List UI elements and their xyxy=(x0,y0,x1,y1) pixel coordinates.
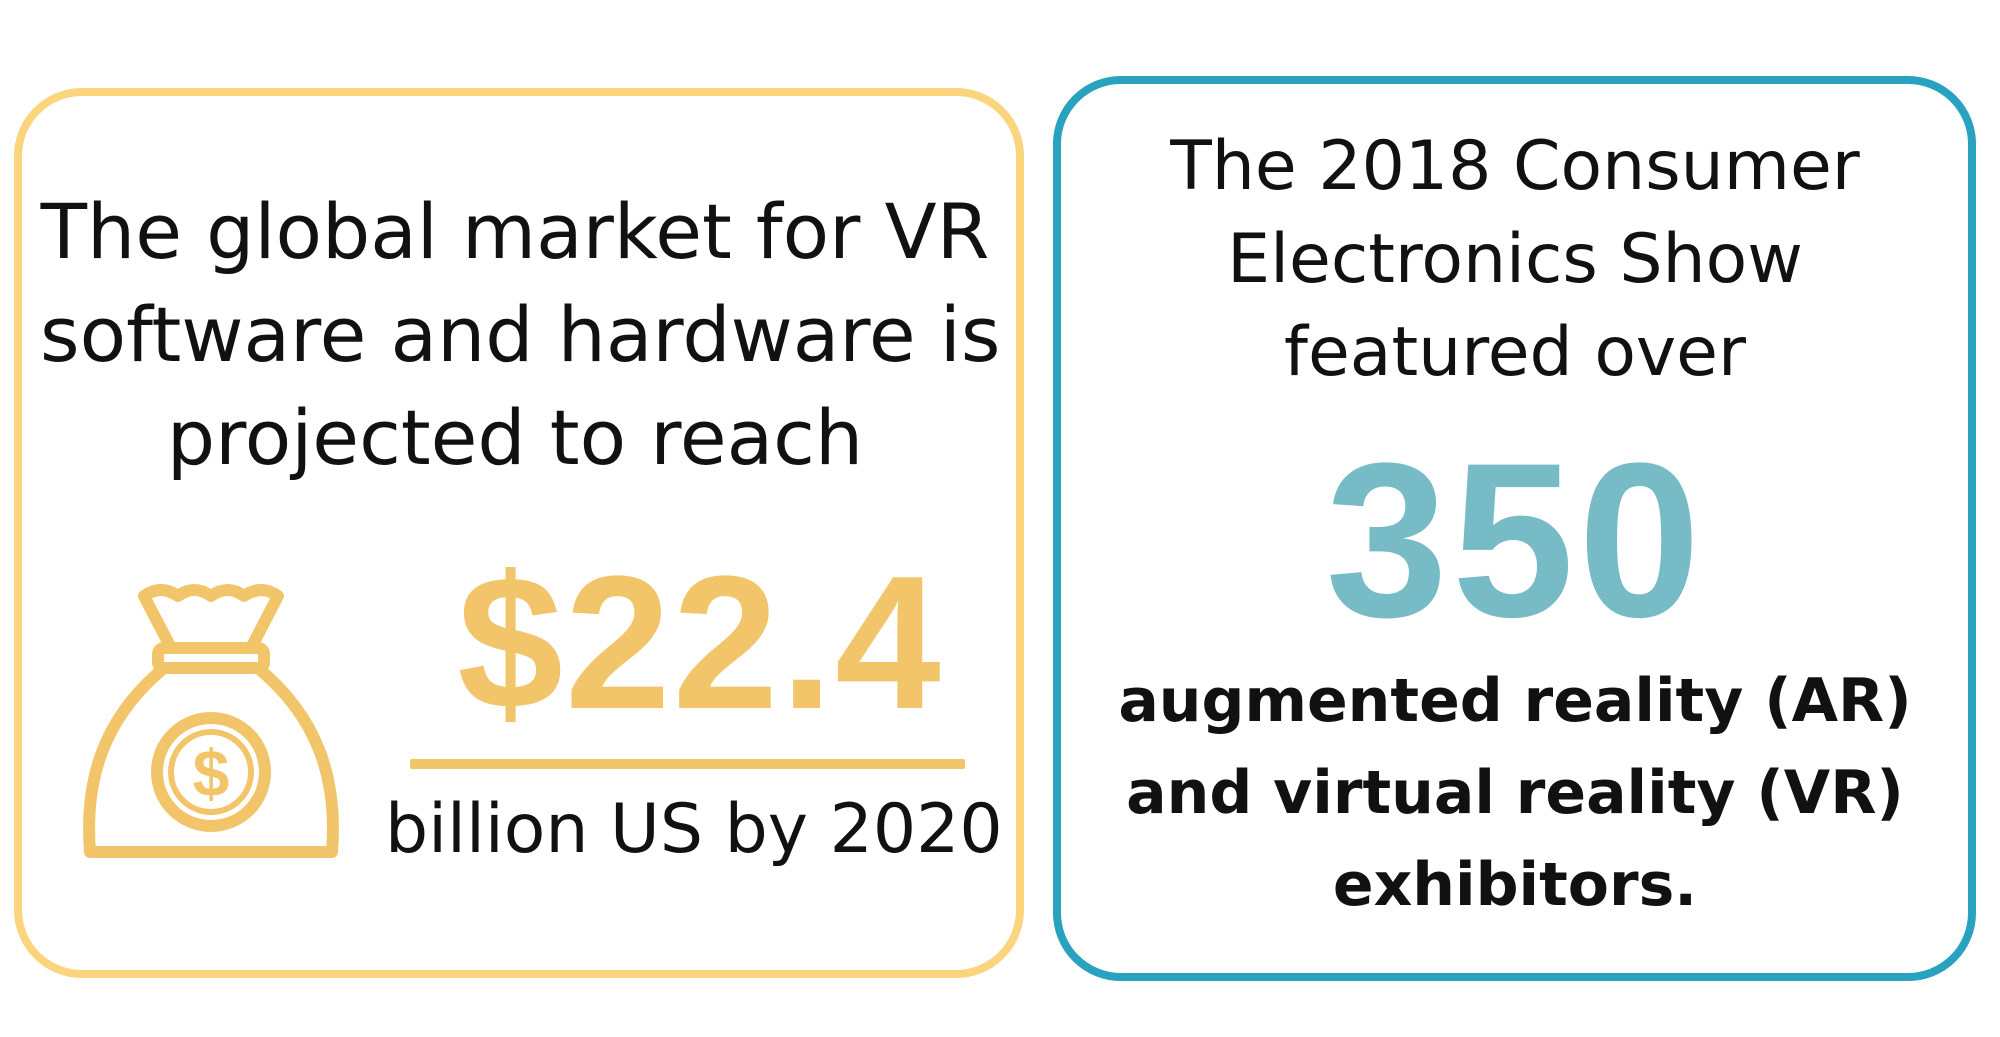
headline-line: The global market for VR xyxy=(40,187,990,276)
ces-exhibitors-card xyxy=(1053,76,1976,981)
vr-market-headline: The global market for VR software and ha… xyxy=(40,180,1001,489)
exhibitor-count-figure: 350 xyxy=(1325,417,1705,663)
market-value-figure: $22.4 xyxy=(457,537,943,749)
headline-line: Electronics Show xyxy=(1227,220,1803,299)
market-value-caption: billion US by 2020 xyxy=(385,790,1003,869)
svg-text:$: $ xyxy=(193,736,230,810)
divider-line xyxy=(410,759,965,769)
body-line: and virtual reality (VR) xyxy=(1126,758,1904,828)
headline-line: software and hardware is xyxy=(40,290,1001,379)
headline-line: featured over xyxy=(1284,313,1746,392)
exhibitor-description: augmented reality (AR) and virtual reali… xyxy=(1065,655,1965,931)
headline-line: The 2018 Consumer xyxy=(1170,127,1860,206)
headline-line: projected to reach xyxy=(166,393,864,482)
body-line: augmented reality (AR) xyxy=(1118,666,1912,736)
vr-market-card xyxy=(14,88,1024,978)
body-line: exhibitors. xyxy=(1332,850,1698,920)
ces-headline: The 2018 Consumer Electronics Show featu… xyxy=(1065,120,1965,399)
money-bag-icon: $ xyxy=(83,584,339,858)
